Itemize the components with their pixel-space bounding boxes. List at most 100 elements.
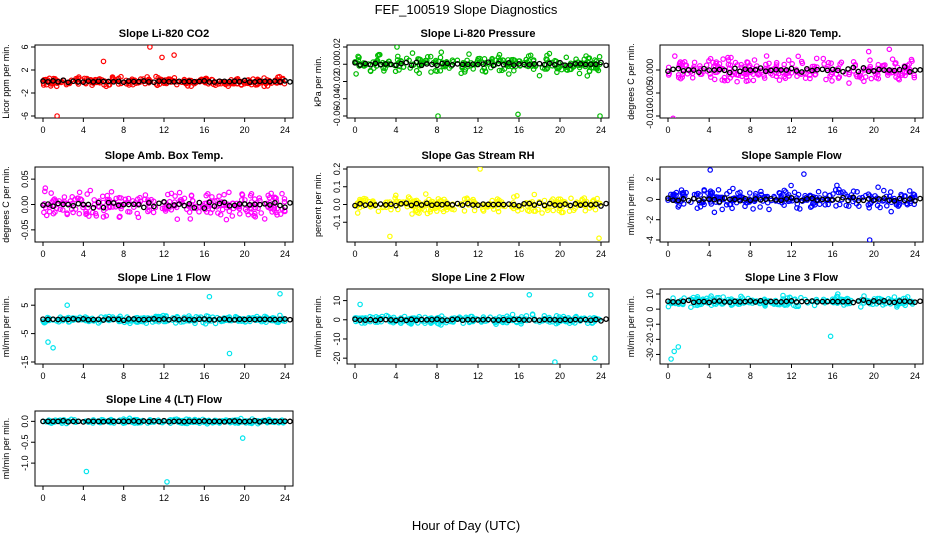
raw-point bbox=[766, 206, 772, 213]
raw-point bbox=[109, 76, 116, 82]
hourly-point bbox=[439, 317, 445, 323]
hourly-point bbox=[901, 197, 908, 204]
hourly-point bbox=[598, 318, 604, 324]
hourly-point bbox=[505, 317, 512, 324]
raw-point bbox=[135, 214, 142, 221]
x-tick-label: 20 bbox=[555, 125, 565, 135]
hourly-point bbox=[40, 202, 46, 208]
hourly-point bbox=[907, 196, 913, 202]
raw-point bbox=[707, 190, 714, 196]
raw-point bbox=[711, 76, 718, 83]
hourly-point bbox=[470, 316, 476, 323]
hourly-point bbox=[125, 201, 132, 208]
hourly-point bbox=[716, 198, 723, 205]
raw-point bbox=[750, 71, 757, 78]
hourly-point bbox=[475, 61, 481, 68]
plot-frame bbox=[659, 44, 924, 119]
hourly-point bbox=[757, 196, 764, 203]
raw-point bbox=[734, 78, 740, 85]
hourly-point bbox=[459, 202, 466, 208]
hourly-point bbox=[181, 316, 188, 322]
raw-point bbox=[149, 319, 156, 325]
raw-point bbox=[892, 60, 898, 67]
hourly-point bbox=[241, 77, 248, 84]
y-tick-label: -0.06 bbox=[332, 106, 342, 127]
raw-point bbox=[77, 196, 84, 202]
hourly-point bbox=[798, 298, 805, 305]
raw-point bbox=[176, 189, 183, 196]
raw-point bbox=[173, 317, 180, 323]
hourly-point bbox=[912, 299, 918, 306]
panel-4: Slope Amb. Box Temp. degrees C per min. 0 4… bbox=[1, 150, 294, 259]
outlier-point bbox=[147, 45, 153, 50]
raw-point bbox=[357, 198, 364, 204]
hourly-point bbox=[783, 298, 790, 305]
raw-point bbox=[861, 78, 867, 85]
hourly-point bbox=[449, 316, 456, 323]
raw-point bbox=[80, 204, 86, 211]
raw-point bbox=[909, 58, 915, 65]
points bbox=[665, 167, 923, 242]
raw-point bbox=[461, 208, 468, 214]
hourly-point bbox=[690, 299, 697, 306]
hourly-point bbox=[85, 78, 92, 84]
hourly-point bbox=[125, 316, 132, 322]
outlier-point bbox=[675, 344, 682, 350]
raw-point bbox=[187, 216, 194, 222]
raw-point bbox=[812, 72, 818, 78]
hourly-point bbox=[367, 316, 374, 323]
raw-point bbox=[880, 187, 887, 194]
hourly-point bbox=[398, 60, 404, 67]
x-tick-label: 4 bbox=[81, 249, 86, 259]
raw-point bbox=[701, 188, 708, 194]
raw-point bbox=[355, 53, 361, 60]
x-tick-label: 4 bbox=[393, 371, 398, 381]
hourly-point bbox=[598, 203, 604, 209]
x-tick-label: 0 bbox=[352, 371, 357, 381]
hourly-point bbox=[423, 61, 430, 67]
hourly-point bbox=[206, 199, 213, 206]
hourly-point bbox=[536, 200, 543, 207]
hourly-point bbox=[690, 195, 697, 202]
hourly-point bbox=[100, 418, 107, 425]
hourly-point bbox=[135, 201, 142, 208]
raw-point bbox=[196, 209, 202, 215]
hourly-point bbox=[582, 61, 589, 68]
y-axis-label: kPa per min. bbox=[313, 56, 323, 107]
outlier-point bbox=[865, 48, 872, 55]
raw-point bbox=[131, 204, 137, 211]
raw-point bbox=[845, 203, 852, 209]
hourly-point bbox=[490, 201, 497, 208]
raw-point bbox=[396, 67, 402, 73]
hourly-point bbox=[762, 196, 769, 203]
hourly-point bbox=[166, 316, 172, 323]
outlier-point bbox=[387, 233, 393, 240]
hourly-point bbox=[788, 194, 795, 201]
x-tick-label: 4 bbox=[393, 125, 398, 135]
x-tick-label: 24 bbox=[280, 371, 290, 381]
raw-point bbox=[720, 56, 726, 62]
hourly-point bbox=[125, 78, 132, 84]
hourly-point bbox=[598, 59, 604, 66]
raw-point bbox=[835, 75, 842, 81]
hourly-point bbox=[809, 195, 815, 202]
raw-point bbox=[857, 304, 864, 310]
hourly-point bbox=[516, 61, 522, 67]
hourly-point bbox=[372, 317, 379, 324]
raw-point bbox=[392, 195, 398, 201]
raw-point bbox=[460, 320, 467, 327]
y-tick-label: 6 bbox=[20, 44, 30, 49]
outlier-point bbox=[45, 339, 51, 345]
hourly-point bbox=[388, 61, 394, 68]
points bbox=[40, 45, 293, 118]
hourly-point bbox=[201, 205, 208, 211]
raw-point bbox=[437, 68, 444, 74]
x-tick-label: 8 bbox=[434, 371, 439, 381]
x-tick-label: 12 bbox=[473, 371, 483, 381]
hourly-point bbox=[459, 61, 466, 68]
outlier-point bbox=[668, 356, 674, 362]
raw-point bbox=[781, 61, 788, 68]
raw-point bbox=[253, 82, 259, 88]
hourly-point bbox=[726, 196, 733, 203]
